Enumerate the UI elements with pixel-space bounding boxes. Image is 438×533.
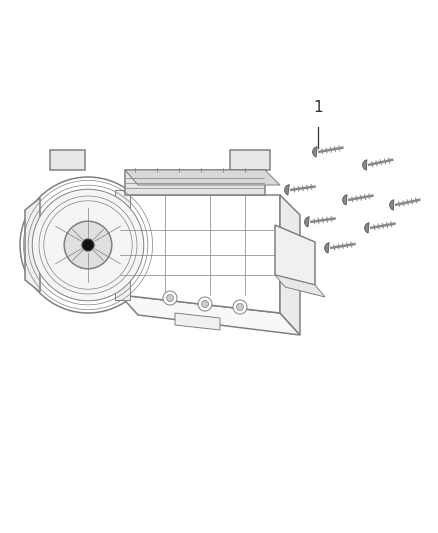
Polygon shape [343, 195, 347, 205]
Circle shape [82, 239, 94, 251]
Circle shape [233, 300, 247, 314]
Polygon shape [175, 313, 220, 330]
Circle shape [20, 177, 156, 313]
Polygon shape [230, 150, 270, 170]
Polygon shape [304, 216, 309, 227]
Polygon shape [280, 195, 300, 335]
Circle shape [163, 291, 177, 305]
Polygon shape [285, 184, 289, 195]
Polygon shape [275, 275, 325, 297]
Circle shape [198, 297, 212, 311]
Polygon shape [115, 190, 130, 300]
Text: 1: 1 [313, 100, 323, 115]
Polygon shape [125, 170, 265, 195]
Polygon shape [120, 195, 280, 313]
Circle shape [201, 301, 208, 308]
Polygon shape [364, 223, 369, 233]
Polygon shape [275, 225, 315, 285]
Polygon shape [325, 243, 329, 253]
Circle shape [32, 189, 144, 301]
Polygon shape [390, 200, 394, 210]
Polygon shape [313, 147, 317, 157]
Polygon shape [125, 170, 280, 185]
Polygon shape [25, 198, 40, 292]
Circle shape [64, 221, 112, 269]
Polygon shape [363, 159, 367, 170]
Circle shape [166, 295, 173, 302]
Polygon shape [120, 295, 300, 335]
Circle shape [237, 303, 244, 311]
Polygon shape [50, 150, 85, 170]
